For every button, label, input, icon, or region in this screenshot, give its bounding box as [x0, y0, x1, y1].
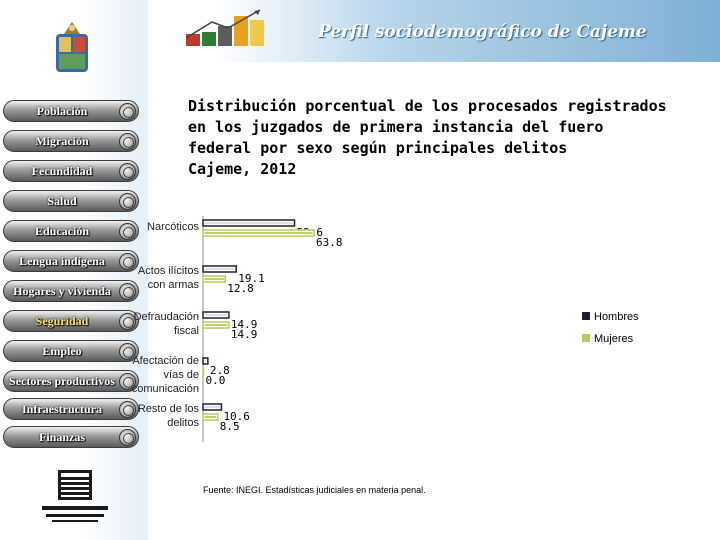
circle-arrow-icon [119, 193, 136, 210]
sidebar-item-label: Fecundidad [31, 164, 93, 178]
category-label: Actos ilícitos [138, 265, 200, 277]
bar-mujeres [202, 367, 205, 375]
chart-title: Distribución porcentual de los procesado… [188, 96, 667, 180]
sidebar-item-label: Educación [34, 224, 89, 238]
sidebar-item-finanzas[interactable]: Finanzas [3, 426, 139, 448]
circle-arrow-icon [119, 223, 136, 240]
circle-arrow-icon [119, 313, 136, 330]
sidebar-item-label: Empleo [42, 344, 82, 358]
sidebar-item-educación[interactable]: Educación [3, 220, 139, 242]
bar-fill-hombres [204, 314, 228, 316]
sidebar-item-infraestructura[interactable]: Infraestructura [3, 398, 139, 420]
bar-fill-hombres [204, 360, 207, 362]
chart-title-line: federal por sexo según principales delit… [188, 139, 568, 157]
sidebar-item-sectores-productivos[interactable]: Sectores productivos [3, 370, 139, 392]
sidebar-item-fecundidad[interactable]: Fecundidad [3, 160, 139, 182]
data-label: 10.6 [223, 410, 250, 423]
sidebar-item-hogares-y-vivienda[interactable]: Hogares y vivienda [3, 280, 139, 302]
legend-swatch-mujeres [582, 334, 590, 342]
category-label: Resto de los [138, 403, 200, 415]
sidebar-item-label: Finanzas [38, 430, 85, 444]
sidebar-item-lengua-indígena[interactable]: Lengua indígena [3, 250, 139, 272]
sidebar-item-label: Salud [47, 194, 77, 208]
bar-hombres [202, 219, 296, 227]
sidebar-item-empleo[interactable]: Empleo [3, 340, 139, 362]
sidebar-item-label: Migración [35, 134, 89, 148]
bar-fill-hombres [204, 406, 220, 408]
circle-arrow-icon [119, 133, 136, 150]
data-label: 63.8 [316, 236, 343, 249]
category-label: Afectación de [132, 355, 199, 367]
sidebar-item-label: Seguridad [35, 314, 89, 328]
category-label: con armas [148, 279, 200, 291]
bar-fill-hombres [204, 268, 235, 270]
circle-arrow-icon [119, 163, 136, 180]
legend-swatch-hombres [582, 312, 590, 320]
circle-arrow-icon [119, 343, 136, 360]
data-label: 12.8 [227, 282, 254, 295]
sidebar-item-población[interactable]: Población [3, 100, 139, 122]
circle-arrow-icon [119, 401, 136, 418]
category-label: Defraudación [134, 311, 199, 323]
sidebar-item-seguridad[interactable]: Seguridad [3, 310, 139, 332]
category-label: Narcóticos [147, 221, 199, 233]
sidebar-item-label: Lengua indígena [19, 254, 105, 268]
bar-hombres [202, 403, 223, 411]
bar-chart-logo-icon [185, 9, 264, 46]
bar-fill-mujeres [204, 416, 217, 418]
data-label: 2.8 [210, 364, 230, 377]
data-label: 14.9 [231, 328, 258, 341]
circle-arrow-icon [119, 429, 136, 446]
circle-arrow-icon [119, 373, 136, 390]
coat-of-arms-logo [56, 22, 88, 72]
data-label: 19.1 [238, 272, 265, 285]
sidebar-item-salud[interactable]: Salud [3, 190, 139, 212]
circle-arrow-icon [119, 103, 136, 120]
source-note: Fuente: INEGI. Estadísticas judiciales e… [203, 485, 426, 495]
bar-fill-hombres [204, 222, 294, 224]
data-label: 14.9 [231, 318, 258, 331]
category-label: comunicación [132, 383, 199, 395]
circle-arrow-icon [119, 253, 136, 270]
sidebar-item-migración[interactable]: Migración [3, 130, 139, 152]
bar-fill-mujeres [204, 232, 313, 234]
data-label: 8.5 [220, 420, 240, 433]
page-title: Perfil sociodemográfico de Cajeme [318, 22, 647, 42]
chart-title-line: Cajeme, 2012 [188, 160, 297, 178]
legend-label: Mujeres [594, 333, 634, 345]
bar-fill-mujeres [204, 324, 228, 326]
chart-title-line: Distribución porcentual de los procesado… [188, 97, 667, 115]
data-label: 0.0 [206, 374, 226, 387]
sidebar: Población Migración Fecundidad Salud Educaci… [0, 0, 148, 540]
legend-label: Hombres [594, 311, 639, 323]
chart-title-line: en los juzgados de primera instancia del… [188, 118, 604, 136]
circle-arrow-icon [119, 283, 136, 300]
bar-hombres [202, 265, 237, 273]
bar-hombres [202, 357, 209, 365]
category-label: fiscal [174, 325, 199, 337]
sidebar-item-label: Infraestructura [22, 402, 102, 416]
category-label: delitos [167, 417, 199, 429]
sidebar-item-label: Población [36, 104, 88, 118]
sidebar-item-label: Sectores productivos [9, 374, 115, 388]
sidebar-item-label: Hogares y vivienda [13, 284, 111, 298]
category-label: vías de [164, 369, 199, 381]
bar-fill-mujeres [204, 278, 224, 280]
bar-hombres [202, 311, 230, 319]
inegi-logo [42, 470, 108, 522]
